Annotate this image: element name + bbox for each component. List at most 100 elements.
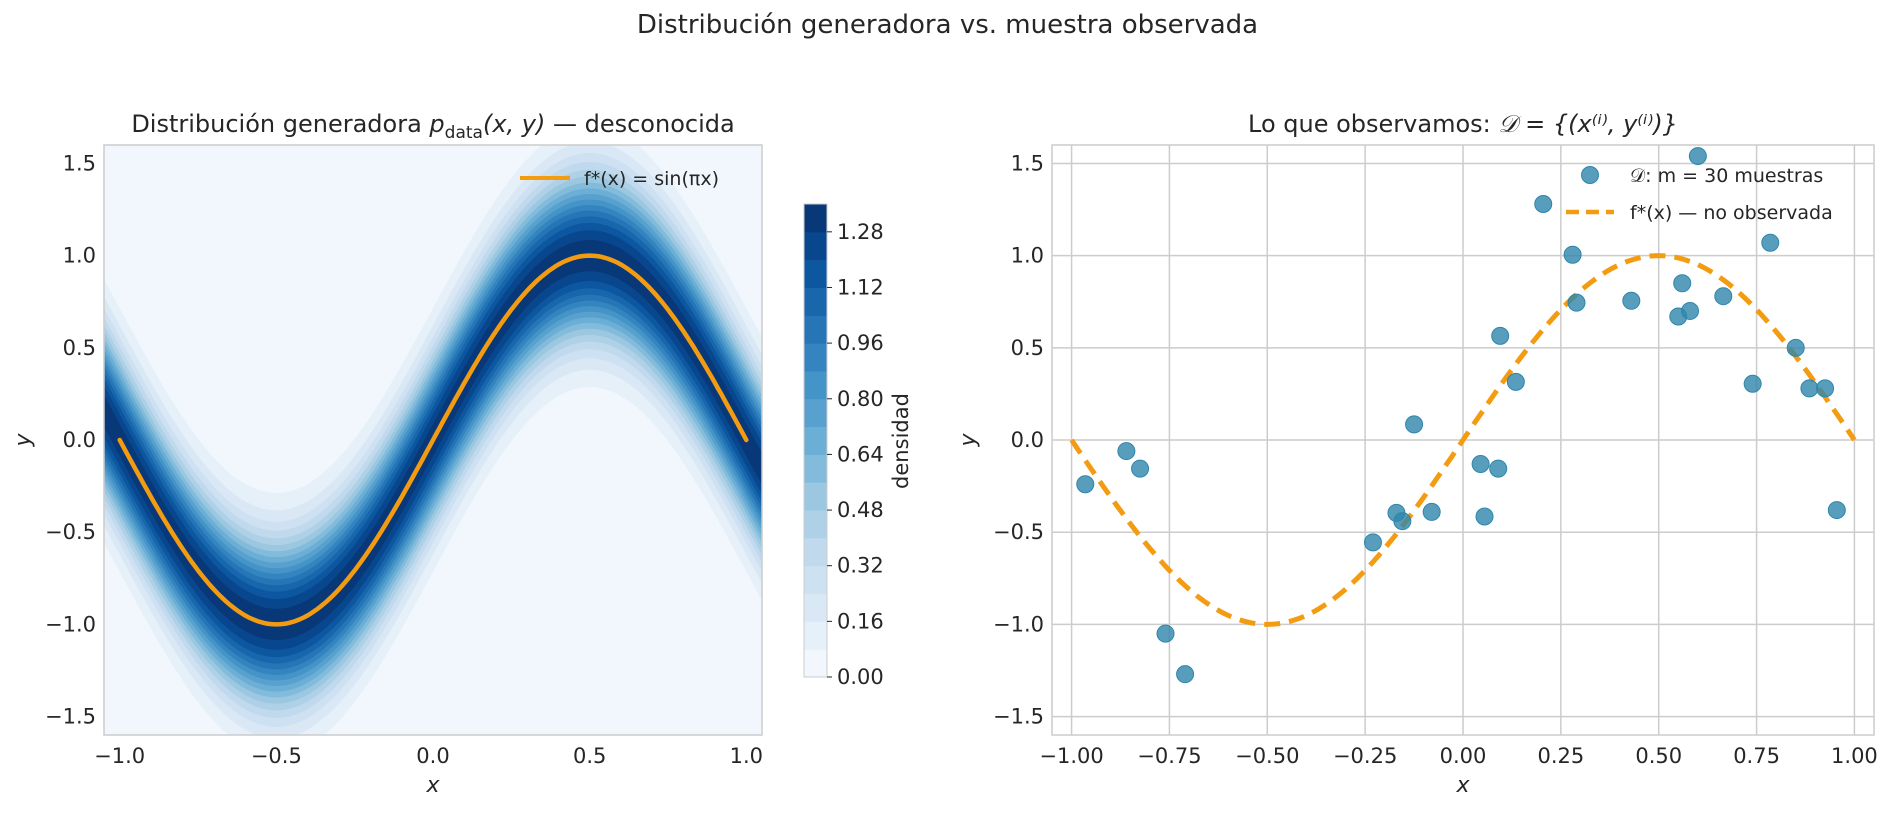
sample-point <box>1673 274 1692 293</box>
left-x-tick-label: 1.0 <box>730 744 763 768</box>
colorbar-band <box>804 398 827 428</box>
right-x-tick-label: 1.00 <box>1831 744 1878 768</box>
left-x-tick-label: 0.0 <box>416 744 449 768</box>
right-x-tick-label: −0.75 <box>1137 744 1201 768</box>
right-y-tick-label: −0.5 <box>993 520 1044 544</box>
right-y-tick-label: −1.5 <box>993 705 1044 729</box>
colorbar-band <box>804 649 827 678</box>
colorbar-band <box>804 315 827 344</box>
sample-point <box>1816 379 1835 398</box>
left-y-tick-label: −1.5 <box>45 705 96 729</box>
sample-point <box>1471 454 1490 473</box>
right-legend-point-icon <box>1581 166 1599 184</box>
colorbar-tick-label: 1.28 <box>837 220 884 244</box>
sample-point <box>1800 379 1819 398</box>
colorbar-band <box>804 565 827 595</box>
sample-point <box>1405 415 1424 434</box>
right-x-tick-label: −0.25 <box>1333 744 1397 768</box>
left-x-label: x <box>425 773 440 798</box>
left-y-tick-label: 0.0 <box>63 428 96 452</box>
sample-point <box>1176 665 1195 684</box>
right-x-tick-label: 0.00 <box>1440 744 1487 768</box>
colorbar-band <box>804 482 827 511</box>
left-y-tick-label: 0.5 <box>63 336 96 360</box>
right-panel-title: Lo que observamos: 𝒟 = {(x⁽ⁱ⁾, y⁽ⁱ⁾)} <box>1248 110 1678 138</box>
colorbar-tick-label: 0.64 <box>837 442 884 466</box>
left-panel: Distribución generadora pdata(x, y) — de… <box>11 110 763 798</box>
left-y-axis: −1.5 −1.0 −0.5 0.0 0.5 1.0 1.5 <box>45 151 96 728</box>
colorbar-band <box>804 287 827 316</box>
f-star-line <box>117 253 749 627</box>
left-y-tick-label: −1.0 <box>45 612 96 636</box>
sample-point <box>1475 507 1494 526</box>
colorbar-label: densidad <box>889 393 913 489</box>
sample-point <box>1681 301 1700 320</box>
left-x-tick-label: −0.5 <box>251 744 302 768</box>
right-y-tick-label: −1.0 <box>993 612 1044 636</box>
colorbar: 0.00 0.16 0.32 0.48 0.64 0.80 0.96 1.12 1.28 den… <box>803 203 913 689</box>
true-function-curve <box>117 253 749 627</box>
sample-point <box>1393 512 1412 531</box>
sample-point <box>1743 374 1762 393</box>
sample-point <box>1567 293 1586 312</box>
sample-point <box>1786 338 1805 357</box>
colorbar-band <box>804 593 827 622</box>
sample-point <box>1076 475 1095 494</box>
right-legend-label-curve: f*(x) — no observada <box>1630 202 1833 224</box>
colorbar-band <box>804 537 827 567</box>
colorbar-band <box>804 510 827 539</box>
left-panel-title: Distribución generadora pdata(x, y) — de… <box>131 110 734 143</box>
right-y-tick-label: 1.5 <box>1011 151 1044 175</box>
right-legend: 𝒟: m = 30 muestras f*(x) — no observada <box>1566 165 1833 224</box>
sample-point <box>1156 624 1175 643</box>
right-x-tick-label: 0.75 <box>1733 744 1780 768</box>
right-y-tick-label: 1.0 <box>1011 244 1044 268</box>
true-function-dashed-curve <box>1069 253 1857 627</box>
colorbar-tick-label: 0.96 <box>837 331 884 355</box>
colorbar-bands <box>804 204 827 678</box>
colorbar-band <box>804 343 827 372</box>
left-y-label: y <box>11 433 36 448</box>
sample-point <box>1489 459 1508 478</box>
right-y-axis: −1.5 −1.0 −0.5 0.0 0.5 1.0 1.5 <box>993 151 1044 728</box>
colorbar-tick-label: 1.12 <box>837 275 884 299</box>
left-x-tick-label: 0.5 <box>573 744 606 768</box>
colorbar-band <box>804 426 827 455</box>
right-x-tick-label: −1.00 <box>1039 744 1103 768</box>
left-x-tick-label: −1.0 <box>94 744 145 768</box>
colorbar-band <box>804 370 827 400</box>
colorbar-band <box>804 204 827 233</box>
right-legend-label-points: 𝒟: m = 30 muestras <box>1630 165 1823 187</box>
sample-point <box>1506 372 1525 391</box>
sample-point <box>1622 291 1641 310</box>
left-y-tick-label: −0.5 <box>45 520 96 544</box>
sample-point <box>1761 233 1780 252</box>
colorbar-frame <box>803 203 828 678</box>
sample-point <box>1131 459 1150 478</box>
right-x-tick-label: 0.25 <box>1537 744 1584 768</box>
colorbar-band <box>804 454 827 483</box>
colorbar-ticks: 0.00 0.16 0.32 0.48 0.64 0.80 0.96 1.12 1.28 <box>827 220 884 689</box>
left-plot-frame <box>103 144 763 736</box>
left-x-axis: −1.0 −0.5 0.0 0.5 1.0 <box>94 744 763 768</box>
sample-point <box>1688 147 1707 166</box>
figure-suptitle: Distribución generadora vs. muestra obse… <box>636 10 1259 40</box>
sample-point <box>1117 442 1136 461</box>
sample-point <box>1422 502 1441 521</box>
right-x-tick-label: −0.50 <box>1235 744 1299 768</box>
sample-point <box>1534 195 1553 213</box>
colorbar-tick-label: 0.48 <box>837 498 884 522</box>
right-y-label: y <box>956 433 981 448</box>
right-x-axis: −1.00 −0.75 −0.50 −0.25 0.00 0.25 0.50 0.75 1.00 <box>1039 744 1877 768</box>
sample-point <box>1491 326 1510 345</box>
left-legend-label: f*(x) = sin(πx) <box>584 168 719 190</box>
colorbar-tick-label: 0.16 <box>837 609 884 633</box>
colorbar-band <box>804 259 827 288</box>
sample-point <box>1563 245 1582 264</box>
right-x-tick-label: 0.50 <box>1635 744 1682 768</box>
colorbar-band <box>804 621 827 650</box>
colorbar-tick-label: 0.00 <box>837 665 884 689</box>
right-x-label: x <box>1455 773 1470 798</box>
f-star-dashed-line <box>1069 253 1857 627</box>
